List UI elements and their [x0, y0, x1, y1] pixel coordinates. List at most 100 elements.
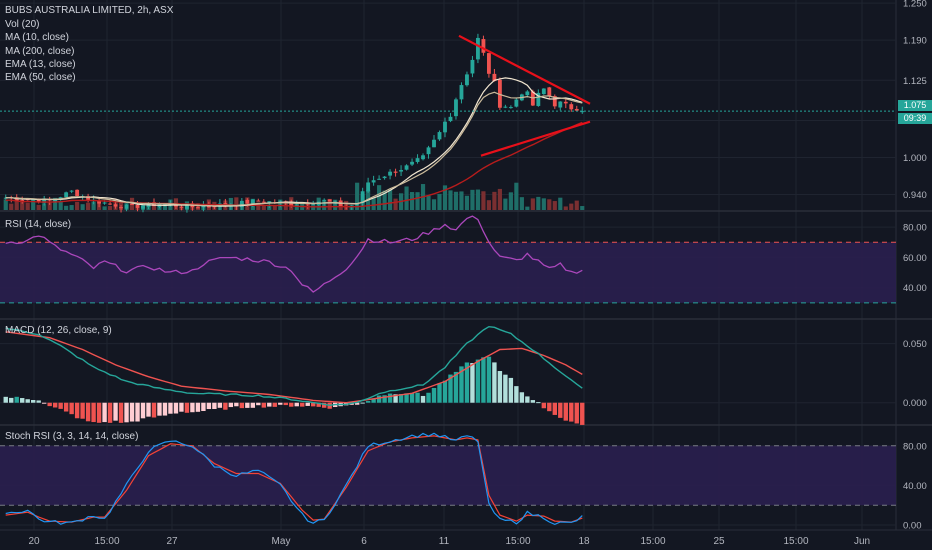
candle-body	[503, 106, 508, 108]
volume-bar	[382, 190, 387, 210]
candle-body	[36, 198, 41, 203]
macd-histogram-bar	[492, 362, 497, 403]
volume-bar	[3, 199, 8, 210]
candle-body	[97, 200, 102, 204]
volume-bar	[91, 201, 96, 210]
macd-histogram-bar	[300, 402, 305, 407]
macd-histogram-bar	[261, 402, 266, 408]
candle-body	[465, 74, 469, 86]
candle-body	[371, 180, 376, 183]
volume-bar	[486, 200, 492, 210]
volume-bar	[481, 191, 486, 210]
volume-bar	[404, 186, 409, 210]
candle-body	[448, 116, 453, 122]
macd-histogram-bar	[475, 359, 481, 403]
macd-histogram-bar	[272, 402, 277, 407]
candle-body	[454, 99, 458, 117]
candle-body	[179, 206, 184, 208]
candle-body	[574, 108, 579, 111]
macd-histogram-bar	[102, 402, 107, 423]
stoch-rsi-title[interactable]: Stoch RSI (3, 3, 14, 14, close)	[5, 431, 139, 442]
candle-body	[486, 53, 491, 74]
y-tick-label: 40.00	[903, 283, 927, 294]
candle-body	[108, 203, 112, 205]
volume-bar	[563, 206, 568, 210]
x-tick-label: 15:00	[783, 536, 808, 547]
candle-body	[113, 204, 118, 207]
macd-histogram-bar	[283, 402, 288, 406]
volume-bar	[525, 206, 530, 210]
candle-body	[64, 192, 69, 198]
macd-histogram-bar	[190, 402, 195, 413]
macd-histogram-bar	[426, 392, 431, 403]
macd-histogram-bar	[574, 402, 579, 424]
x-tick-label: 18	[578, 536, 590, 547]
macd-histogram-bar	[547, 402, 552, 412]
vol-indicator-label[interactable]: Vol (20)	[5, 19, 40, 30]
lower-trendline	[480, 120, 591, 157]
candle-body	[239, 200, 244, 208]
candle-body	[382, 176, 387, 179]
candle-body	[563, 101, 568, 104]
y-tick-label: 60.00	[903, 253, 927, 264]
volume-bar	[558, 197, 563, 210]
ma10-label[interactable]: MA (10, close)	[5, 32, 69, 43]
x-tick-label: May	[272, 536, 291, 547]
symbol-title[interactable]: BUBS AUSTRALIA LIMITED, 2h, ASX	[5, 5, 174, 16]
candle-body	[119, 207, 123, 209]
candle-body	[393, 171, 398, 173]
volume-bar	[547, 199, 552, 210]
candle-body	[267, 201, 272, 204]
volume-bar	[333, 199, 338, 210]
ema50-label[interactable]: EMA (50, close)	[5, 72, 76, 83]
candle-body	[410, 161, 414, 165]
volume-bar	[86, 202, 91, 210]
macd-histogram-bar	[74, 402, 80, 419]
upper-trendline	[458, 34, 591, 105]
macd-title[interactable]: MACD (12, 26, close, 9)	[5, 325, 112, 336]
macd-histogram-bar	[437, 383, 442, 403]
candle-body	[102, 202, 107, 204]
volume-bar	[530, 198, 535, 210]
volume-bar	[442, 185, 448, 210]
candle-body	[492, 73, 497, 82]
candle-body	[31, 199, 36, 201]
macd-histogram-bar	[376, 395, 382, 403]
macd-histogram-bar	[96, 402, 102, 423]
volume-bar	[69, 205, 74, 210]
macd-histogram-bar	[453, 371, 459, 403]
candle-body	[476, 37, 480, 60]
rsi-title[interactable]: RSI (14, close)	[5, 219, 72, 230]
ema13-label[interactable]: EMA (13, close)	[5, 59, 76, 70]
macd-histogram-bar	[168, 402, 173, 414]
candle-body	[69, 190, 74, 192]
macd-histogram-bar	[536, 402, 541, 404]
candle-body	[547, 87, 552, 97]
macd-histogram-bar	[129, 402, 135, 422]
volume-bar	[470, 189, 475, 210]
x-tick-label: 15:00	[505, 536, 530, 547]
x-tick-label: 15:00	[640, 536, 665, 547]
ema13-line	[5, 91, 583, 207]
macd-histogram-bar	[354, 402, 360, 405]
macd-histogram-bar	[404, 393, 409, 403]
volume-bar	[327, 198, 332, 210]
candle-body	[250, 199, 255, 205]
stoch-band	[0, 445, 896, 506]
macd-histogram-bar	[217, 402, 223, 408]
macd-histogram-bar	[212, 402, 217, 409]
rsi-band	[0, 242, 896, 303]
candle-body	[497, 79, 502, 108]
volume-bar	[475, 189, 481, 210]
candle-body	[25, 199, 30, 201]
macd-histogram-bar	[393, 394, 398, 403]
volume-bar	[393, 198, 398, 210]
macd-histogram-bar	[228, 402, 234, 408]
ma200-label[interactable]: MA (200, close)	[5, 46, 75, 57]
macd-histogram-bar	[91, 402, 96, 423]
macd-histogram-bar	[431, 387, 437, 403]
macd-histogram-bar	[31, 399, 36, 403]
macd-histogram-bar	[311, 402, 316, 407]
y-tick-label: 80.00	[903, 441, 927, 452]
